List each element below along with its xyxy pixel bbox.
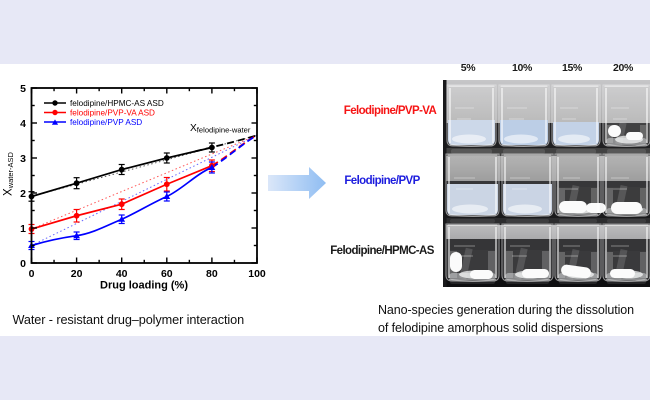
svg-text:60: 60 [161,268,173,280]
svg-text:Xwater-ASD: Xwater-ASD [3,151,16,196]
svg-text:1: 1 [20,223,26,235]
svg-text:100: 100 [248,268,266,280]
svg-text:0: 0 [20,258,26,270]
svg-text:felodipine/HPMC-AS ASD: felodipine/HPMC-AS ASD [70,99,164,108]
svg-text:3: 3 [20,153,26,165]
svg-text:0: 0 [29,268,35,280]
svg-text:4: 4 [20,118,26,130]
svg-text:2: 2 [20,188,26,200]
svg-text:5: 5 [20,83,26,95]
svg-text:20: 20 [71,268,83,280]
svg-text:Xfelodipine-water: Xfelodipine-water [190,123,251,135]
svg-text:felodipine/PVP-VA ASD: felodipine/PVP-VA ASD [70,108,155,117]
svg-text:Drug loading (%): Drug loading (%) [100,280,188,292]
svg-text:felodipine/PVP ASD: felodipine/PVP ASD [70,118,142,127]
svg-text:80: 80 [206,268,218,280]
svg-text:40: 40 [116,268,128,280]
